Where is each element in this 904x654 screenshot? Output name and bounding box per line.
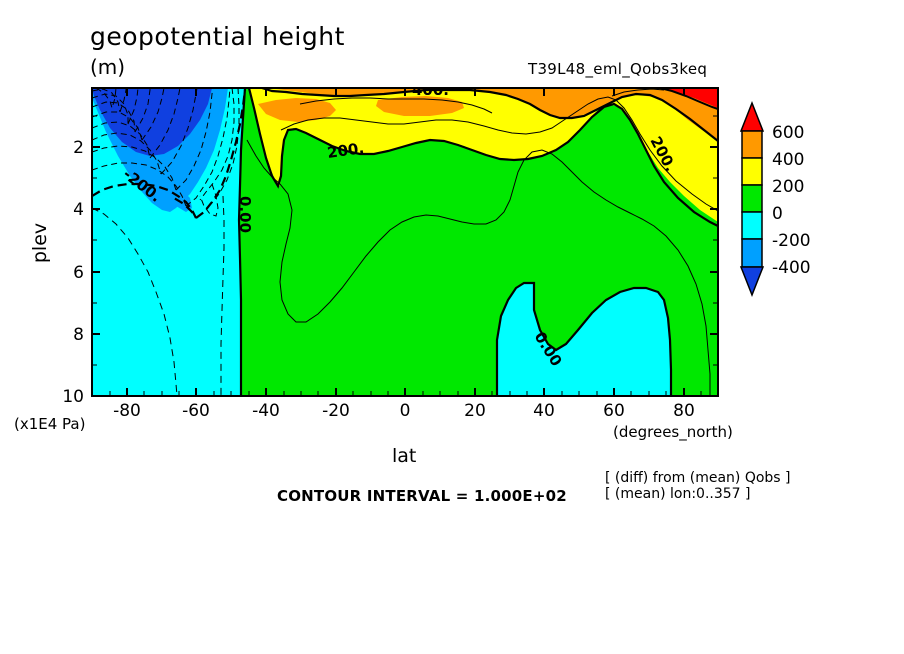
units-label: (m) xyxy=(90,55,126,79)
run-label: T39L48_eml_Qobs3keq xyxy=(528,60,708,78)
contour-line-shear-3 xyxy=(199,183,219,217)
contour-line-200 xyxy=(247,88,718,227)
x-tick-label: -40 xyxy=(252,401,280,421)
colorbar-band-200-400 xyxy=(741,157,763,186)
x-major-ticks-top xyxy=(126,88,685,96)
note-diff-from-mean: [ (diff) from (mean) Qobs ] xyxy=(605,470,791,486)
x-tick-label: -20 xyxy=(322,401,350,421)
plot-frame xyxy=(91,87,719,397)
x-tick-labels: -80 -60 -40 -20 0 20 40 60 80 xyxy=(113,401,695,421)
fill-band-400-600-pocket-mid xyxy=(376,96,464,116)
y-axis-units: (x1E4 Pa) xyxy=(14,415,86,433)
x-tick-label: 80 xyxy=(673,401,695,421)
contour-line-shear-1 xyxy=(199,88,235,201)
colorbar-arrow-bottom xyxy=(739,266,765,298)
colorbar-band-400-600 xyxy=(741,130,763,159)
contour-line-m500b xyxy=(160,88,198,175)
colorbar-label: 600 xyxy=(772,123,804,143)
contour-line-m1000 xyxy=(92,88,121,113)
fill-band-400-600-pocket-left xyxy=(258,98,336,122)
colorbar-label: 0 xyxy=(772,204,783,224)
contour-line-m600 xyxy=(92,121,151,159)
colorbar-label: -400 xyxy=(772,258,811,278)
contour-line-shear-2 xyxy=(210,88,240,205)
contour-line-m600b xyxy=(149,88,181,159)
y-axis-title: plev xyxy=(29,223,51,263)
contour-line-m800 xyxy=(92,101,136,133)
contour-line-m300b xyxy=(185,88,231,207)
contour-line-m200 xyxy=(92,182,197,219)
contour-line-m700b xyxy=(141,88,165,141)
x-axis-title: lat xyxy=(392,445,417,467)
contour-line-100-sh xyxy=(246,139,711,396)
contour-line-600 xyxy=(659,88,718,110)
colorbar-band-0-200 xyxy=(741,184,763,213)
contour-line-300-north xyxy=(280,96,718,212)
note-mean-lon: [ (mean) lon:0..357 ] xyxy=(605,486,751,502)
fill-band-below-m400 xyxy=(92,88,212,156)
y-major-ticks xyxy=(92,146,100,397)
contour-fill-layer: 400. 200. 200. -200. 0.00 0.00 xyxy=(92,81,718,396)
contour-line-m900 xyxy=(92,93,129,124)
fill-band-above-600 xyxy=(660,88,718,108)
contour-line-m400 xyxy=(92,145,177,191)
y-tick-label: 2 xyxy=(73,138,84,158)
contour-line-layer xyxy=(92,88,718,396)
x-axis-units: (degrees_north) xyxy=(613,423,733,441)
contour-line-m200-outer xyxy=(195,89,247,219)
x-tick-label: 20 xyxy=(464,401,486,421)
x-minor-ticks xyxy=(109,391,702,396)
y-minor-ticks-right xyxy=(713,115,718,366)
contour-lines-negative-dashed xyxy=(92,88,247,219)
y-tick-label: 8 xyxy=(73,325,84,345)
x-tick-label: -60 xyxy=(182,401,210,421)
contour-label-0-sh: 0.00 xyxy=(236,196,254,233)
page-title: geopotential height xyxy=(90,22,345,51)
x-tick-label: 0 xyxy=(400,401,411,421)
contour-line-0-nh-lobes xyxy=(495,281,673,396)
contour-line-m100-b xyxy=(220,195,225,396)
y-tick-labels: 2 4 6 8 10 xyxy=(62,138,84,407)
fill-band-400-600 xyxy=(262,88,718,140)
contour-line-m800b xyxy=(134,88,151,133)
contour-line-300-top xyxy=(299,97,493,114)
x-major-ticks xyxy=(126,388,685,396)
y-tick-label: 6 xyxy=(73,263,84,283)
x-tick-label: 60 xyxy=(603,401,625,421)
contour-line-500 xyxy=(611,88,665,97)
contour-line-m500 xyxy=(92,132,162,175)
contour-line-m700 xyxy=(92,111,143,141)
contour-line-m300 xyxy=(92,162,187,207)
x-tick-label: 40 xyxy=(533,401,555,421)
contour-interval-label: CONTOUR INTERVAL = 1.000E+02 xyxy=(277,487,567,505)
colorbar-band-m200-0 xyxy=(741,211,763,240)
y-tick-label: 4 xyxy=(73,200,84,220)
contour-line-m400b xyxy=(175,88,214,191)
colorbar-arrow-top xyxy=(739,100,765,132)
colorbar-label: 200 xyxy=(772,177,804,197)
colorbar-label: 400 xyxy=(772,150,804,170)
contour-line-0 xyxy=(237,88,247,396)
colorbar-label: -200 xyxy=(772,231,811,251)
colorbar: 600 400 200 0 -200 -400 xyxy=(739,100,811,298)
colorbar-band-m400-m200 xyxy=(741,238,763,268)
x-tick-label: -80 xyxy=(113,401,141,421)
contour-line-m100 xyxy=(92,207,178,396)
contour-label-400: 400. xyxy=(412,81,449,99)
y-tick-label: 10 xyxy=(62,387,84,407)
contour-line-m1100 xyxy=(95,88,117,110)
y-minor-ticks xyxy=(92,115,97,366)
contour-line-m900b xyxy=(127,88,139,125)
y-major-ticks-right xyxy=(710,146,718,335)
fill-band-m200-0-lobe-a xyxy=(497,283,671,396)
contour-label-200-sh: 200. xyxy=(326,139,365,162)
